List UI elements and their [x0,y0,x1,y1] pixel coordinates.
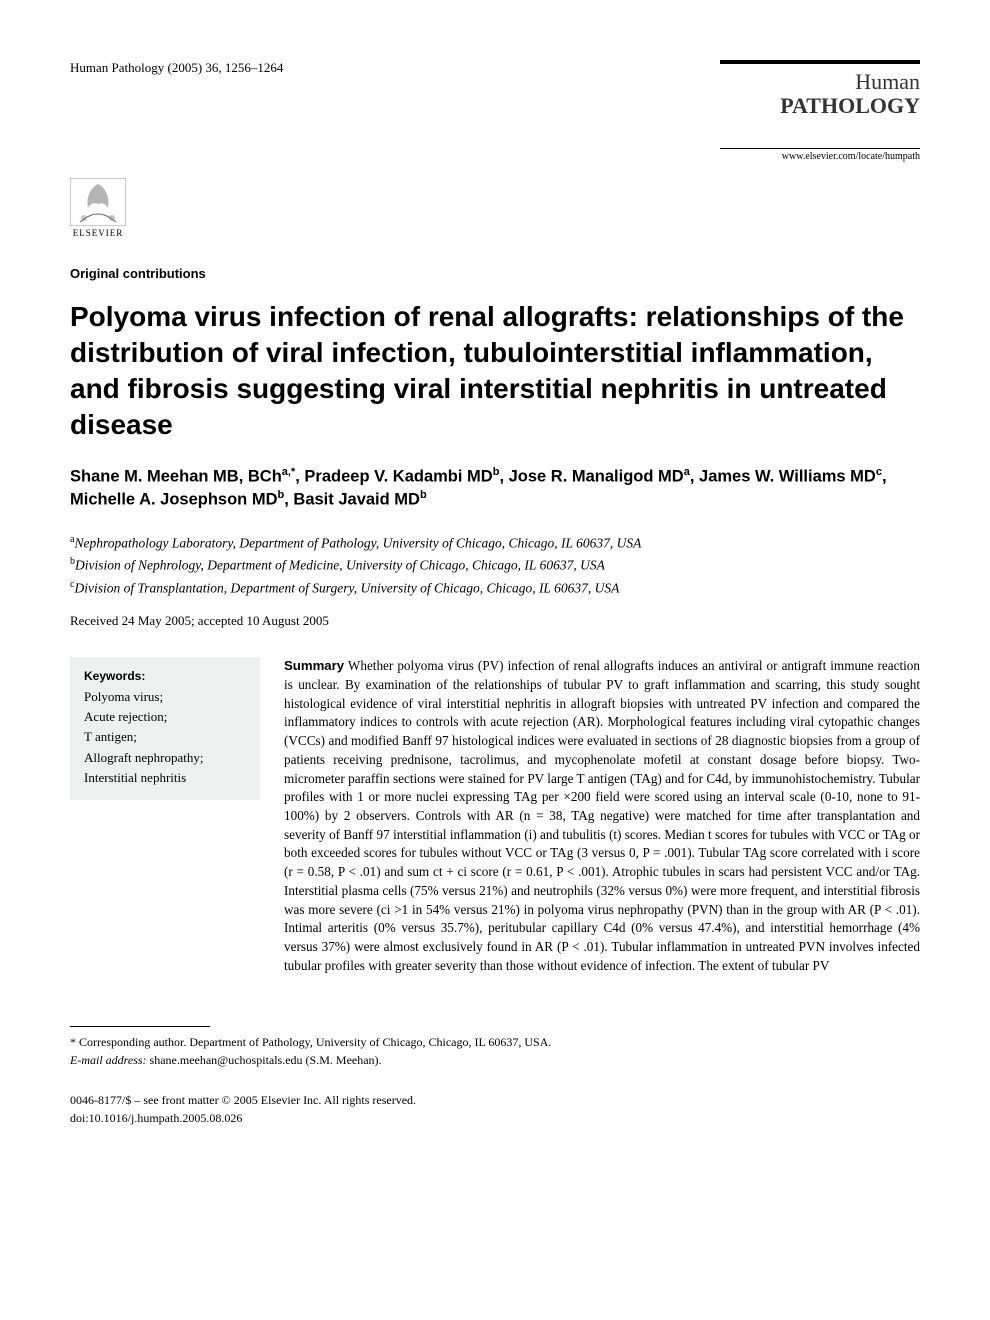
journal-reference: Human Pathology (2005) 36, 1256–1264 [70,60,283,76]
keywords-heading: Keywords: [84,669,246,683]
keywords-list: Polyoma virus;Acute rejection;T antigen;… [84,687,246,788]
summary-body: Whether polyoma virus (PV) infection of … [284,658,920,973]
article-title: Polyoma virus infection of renal allogra… [70,299,920,442]
journal-name: Human PATHOLOGY [720,70,920,118]
journal-url: www.elsevier.com/locate/humpath [720,148,920,162]
doi-line: doi:10.1016/j.humpath.2005.08.026 [70,1109,920,1127]
elsevier-logo: ELSEVIER [70,170,126,238]
publisher-name: ELSEVIER [73,228,124,238]
summary-lead: Summary [284,658,344,673]
journal-name-line2: PATHOLOGY [780,93,920,118]
header-row: Human Pathology (2005) 36, 1256–1264 Hum… [70,60,920,162]
copyright-line: 0046-8177/$ – see front matter © 2005 El… [70,1091,920,1109]
summary-abstract: Summary Whether polyoma virus (PV) infec… [284,657,920,975]
email-line: E-mail address: shane.meehan@uchospitals… [70,1051,920,1069]
corresponding-author-note: * Corresponding author. Department of Pa… [70,1033,920,1051]
elsevier-tree-icon [70,178,126,226]
received-accepted-dates: Received 24 May 2005; accepted 10 August… [70,613,920,629]
journal-title-box: Human PATHOLOGY www.elsevier.com/locate/… [720,60,920,162]
authors-line: Shane M. Meehan MB, BCha,*, Pradeep V. K… [70,465,920,512]
footnotes-block: * Corresponding author. Department of Pa… [70,1033,920,1069]
affiliations-block: aNephropathology Laboratory, Department … [70,532,920,599]
email-label: E-mail address: [70,1053,147,1067]
footnote-separator [70,1026,210,1027]
journal-name-line1: Human [855,69,920,94]
keywords-box: Keywords: Polyoma virus;Acute rejection;… [70,657,260,800]
keywords-summary-row: Keywords: Polyoma virus;Acute rejection;… [70,657,920,975]
email-value: shane.meehan@uchospitals.edu (S.M. Meeha… [150,1053,382,1067]
doi-block: 0046-8177/$ – see front matter © 2005 El… [70,1091,920,1127]
publisher-logo-row: ELSEVIER [70,170,920,238]
section-label: Original contributions [70,266,920,281]
